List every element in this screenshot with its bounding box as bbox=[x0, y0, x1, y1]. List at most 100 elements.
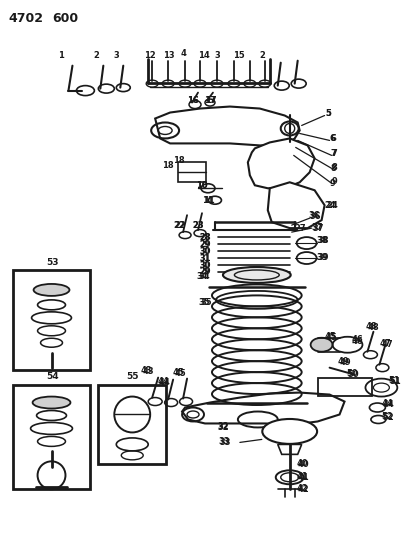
Text: 45: 45 bbox=[174, 369, 186, 378]
Text: 47: 47 bbox=[380, 339, 391, 348]
Text: 5: 5 bbox=[326, 109, 331, 118]
Text: 5: 5 bbox=[326, 109, 331, 118]
Text: 4: 4 bbox=[180, 49, 186, 58]
Text: 7: 7 bbox=[330, 149, 336, 158]
Text: 11: 11 bbox=[203, 196, 215, 205]
Text: 36: 36 bbox=[309, 211, 320, 220]
Text: 48: 48 bbox=[367, 324, 379, 332]
Text: 34: 34 bbox=[196, 272, 208, 281]
Text: 8: 8 bbox=[332, 163, 337, 172]
Text: 29: 29 bbox=[199, 268, 211, 277]
Text: 2: 2 bbox=[260, 51, 266, 60]
Text: 27: 27 bbox=[295, 224, 306, 232]
Text: 28: 28 bbox=[199, 232, 211, 241]
Text: 11: 11 bbox=[202, 196, 214, 205]
Text: 48: 48 bbox=[366, 322, 377, 332]
Polygon shape bbox=[248, 139, 315, 188]
Text: 14: 14 bbox=[198, 51, 210, 60]
Text: 1: 1 bbox=[58, 51, 64, 60]
Text: 38: 38 bbox=[318, 236, 329, 245]
Ellipse shape bbox=[34, 284, 70, 296]
Text: 15: 15 bbox=[233, 51, 245, 60]
Text: 51: 51 bbox=[389, 377, 401, 386]
Text: 9: 9 bbox=[330, 179, 335, 188]
Text: 50: 50 bbox=[346, 369, 358, 378]
Text: 32: 32 bbox=[218, 423, 229, 432]
Text: 16: 16 bbox=[187, 96, 199, 105]
Text: 34: 34 bbox=[198, 272, 210, 281]
Text: 43: 43 bbox=[142, 367, 154, 376]
Text: 29: 29 bbox=[199, 239, 211, 248]
Bar bbox=[13, 270, 90, 370]
Ellipse shape bbox=[223, 267, 291, 283]
Bar bbox=[13, 385, 90, 489]
Text: 46: 46 bbox=[351, 335, 363, 344]
Bar bbox=[98, 385, 166, 464]
Text: 44: 44 bbox=[157, 377, 169, 386]
Text: 24: 24 bbox=[325, 201, 336, 209]
Text: 45: 45 bbox=[172, 368, 184, 377]
Text: 37: 37 bbox=[312, 223, 323, 232]
Text: 29: 29 bbox=[199, 268, 209, 277]
Text: 24: 24 bbox=[326, 201, 338, 209]
Text: 4702: 4702 bbox=[9, 12, 44, 26]
Text: 50: 50 bbox=[348, 370, 359, 379]
Text: 39: 39 bbox=[317, 253, 328, 262]
Text: 42: 42 bbox=[298, 484, 310, 494]
Text: 600: 600 bbox=[52, 12, 79, 26]
Text: 12: 12 bbox=[144, 51, 156, 60]
Text: 6: 6 bbox=[330, 134, 335, 143]
Ellipse shape bbox=[33, 397, 70, 408]
Text: 47: 47 bbox=[382, 340, 393, 349]
Text: 35: 35 bbox=[200, 298, 211, 308]
Text: 3: 3 bbox=[113, 51, 119, 60]
Text: 52: 52 bbox=[382, 413, 394, 422]
Text: 40: 40 bbox=[298, 460, 309, 469]
Text: 33: 33 bbox=[219, 437, 230, 446]
Text: 30: 30 bbox=[199, 247, 211, 255]
Text: 45: 45 bbox=[326, 333, 337, 342]
Text: 13: 13 bbox=[163, 51, 175, 60]
Text: 44: 44 bbox=[382, 400, 394, 409]
Text: 41: 41 bbox=[297, 472, 308, 481]
Text: 10: 10 bbox=[196, 181, 208, 190]
Text: 51: 51 bbox=[389, 376, 400, 385]
Text: 38: 38 bbox=[317, 236, 328, 245]
Text: 18: 18 bbox=[173, 156, 185, 165]
Text: 30: 30 bbox=[199, 261, 211, 270]
Text: 44: 44 bbox=[158, 378, 170, 387]
Text: 17: 17 bbox=[205, 96, 217, 105]
Text: 40: 40 bbox=[297, 459, 308, 468]
Text: 35: 35 bbox=[198, 298, 210, 308]
Text: 7: 7 bbox=[332, 149, 337, 158]
Text: 39: 39 bbox=[318, 253, 329, 262]
Bar bbox=[318, 377, 373, 395]
Polygon shape bbox=[182, 393, 344, 424]
Text: 37: 37 bbox=[312, 224, 324, 232]
Text: 53: 53 bbox=[46, 257, 59, 266]
Polygon shape bbox=[278, 445, 302, 454]
Text: 33: 33 bbox=[220, 438, 231, 447]
Text: 18: 18 bbox=[162, 161, 174, 170]
Text: 30: 30 bbox=[199, 247, 209, 255]
Text: 3: 3 bbox=[215, 51, 221, 60]
Text: 41: 41 bbox=[298, 473, 310, 482]
Ellipse shape bbox=[262, 419, 317, 444]
Text: 45: 45 bbox=[325, 332, 336, 341]
Text: 46: 46 bbox=[351, 337, 363, 346]
Text: 55: 55 bbox=[126, 372, 139, 381]
Text: 31: 31 bbox=[199, 254, 209, 263]
Text: 32: 32 bbox=[218, 422, 229, 431]
Text: 17: 17 bbox=[204, 96, 216, 105]
Text: 49: 49 bbox=[339, 358, 351, 367]
Text: 30: 30 bbox=[199, 261, 209, 270]
Text: 10: 10 bbox=[196, 181, 208, 190]
Text: 28: 28 bbox=[199, 232, 210, 241]
Text: 16: 16 bbox=[187, 96, 199, 105]
Text: 8: 8 bbox=[330, 164, 336, 173]
Text: 2: 2 bbox=[93, 51, 99, 60]
Ellipse shape bbox=[311, 338, 333, 352]
Text: 44: 44 bbox=[382, 399, 393, 408]
Text: 23: 23 bbox=[192, 221, 204, 230]
Text: 42: 42 bbox=[297, 484, 308, 492]
